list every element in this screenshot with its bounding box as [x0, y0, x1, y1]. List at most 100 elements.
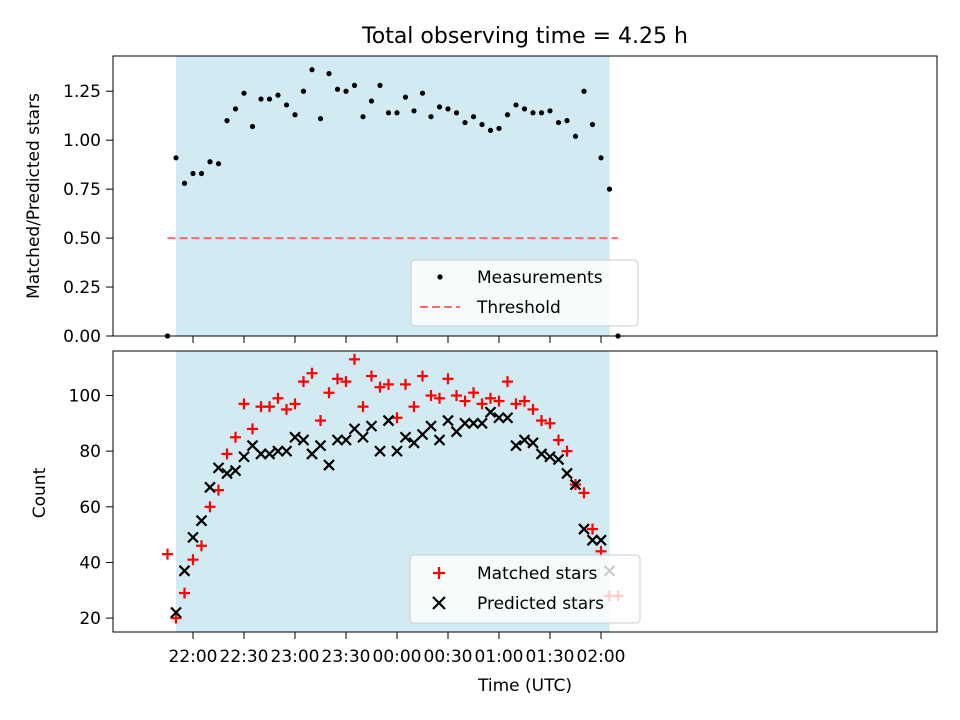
predicted-star-point	[399, 431, 412, 444]
y-tick-label: 60	[79, 498, 101, 518]
measurement-point	[589, 121, 596, 128]
ratio-panel: 0.00 0.25 0.50 0.75 1.00 1.25 Matched/Predict…	[24, 55, 938, 347]
measurement-point	[394, 110, 400, 116]
predicted-star-point	[510, 439, 522, 452]
predicted-star-point	[476, 417, 488, 430]
measurement-point	[343, 88, 349, 94]
matched-star-point	[442, 373, 454, 385]
matched-star-point	[340, 376, 352, 388]
predicted-star-point	[170, 606, 182, 619]
measurement-point	[334, 86, 341, 92]
measurement-point	[309, 67, 315, 73]
measurement-point	[232, 106, 239, 112]
y-tick-label: 0.00	[63, 327, 101, 347]
matched-star-point	[459, 395, 471, 407]
measurement-point	[555, 119, 562, 126]
matched-star-point	[468, 387, 479, 399]
measurement-point	[190, 170, 196, 177]
measurement-point	[360, 114, 366, 120]
measurement-point	[402, 94, 409, 100]
measurement-point	[249, 123, 256, 130]
measurement-point	[470, 114, 477, 120]
measurement-point	[173, 155, 179, 161]
predicted-star-point	[578, 523, 590, 535]
y-tick-label: 40	[79, 553, 101, 573]
measurement-point	[351, 82, 358, 88]
top-y-axis: 0.00 0.25 0.50 0.75 1.00 1.25	[63, 82, 113, 347]
legend-predicted-marker	[432, 596, 446, 610]
measurement-point	[326, 71, 332, 77]
matched-star-point	[383, 378, 394, 390]
measurement-point	[606, 186, 613, 192]
predicted-star-point	[433, 434, 446, 446]
matched-star-point	[544, 417, 556, 429]
top-axes-frame	[112, 55, 938, 337]
predicted-star-point	[408, 437, 420, 449]
measurement-point	[428, 114, 434, 120]
predicted-star-point	[229, 464, 242, 477]
predicted-star-point	[280, 445, 293, 457]
matched-star-point	[587, 523, 598, 535]
legend-matched-marker	[433, 567, 445, 579]
measurement-point	[521, 106, 528, 112]
predicted-star-point	[544, 450, 556, 463]
measurement-point	[598, 155, 604, 161]
predicted-star-point	[484, 406, 497, 418]
matched-star-point	[502, 376, 513, 388]
matched-star-point	[485, 392, 496, 404]
predicted-star-point	[272, 445, 284, 457]
matched-star-point	[170, 612, 182, 624]
bottom-legend: Matched stars Predicted stars	[409, 554, 641, 624]
predicted-star-point	[212, 462, 225, 474]
x-tick-label: 00:30	[424, 647, 473, 667]
predicted-star-point	[416, 428, 429, 441]
measurement-point	[224, 118, 230, 124]
matched-star-point	[400, 378, 411, 390]
matched-star-point	[553, 434, 564, 446]
predicted-star-point	[518, 434, 531, 446]
x-axis: 22:00 22:30 23:00 23:30 00:00 00:30 01:00 01:30…	[169, 632, 626, 667]
y-tick-label: 0.75	[63, 180, 101, 200]
top-legend-box	[410, 259, 639, 327]
legend-threshold-label: Threshold	[476, 298, 561, 318]
bottom-y-axis-label: Count	[30, 467, 50, 518]
predicted-star-point	[331, 434, 344, 446]
measurement-point	[462, 119, 468, 126]
predicted-star-point	[586, 534, 599, 546]
y-tick-label: 0.25	[63, 278, 101, 298]
predicted-star-point	[323, 459, 335, 471]
predicted-star-point	[263, 448, 276, 460]
measurement-point	[385, 110, 392, 116]
matched-star-point	[527, 403, 539, 415]
matched-star-point	[230, 431, 241, 443]
x-tick-label: 02:00	[577, 647, 626, 667]
predicted-star-point	[382, 414, 395, 427]
measurement-point	[504, 112, 511, 118]
matched-star-point	[417, 370, 428, 382]
predicted-star-point	[595, 534, 607, 546]
predicted-star-point	[204, 481, 216, 494]
x-tick-label: 22:30	[220, 647, 269, 667]
matched-star-point	[434, 392, 445, 404]
matched-star-point	[425, 390, 437, 402]
predicted-star-point	[450, 425, 463, 438]
y-tick-label: 80	[79, 442, 101, 462]
legend-measurements-label: Measurements	[477, 268, 603, 288]
measurement-point	[266, 96, 273, 102]
matched-star-point	[281, 403, 292, 415]
measurement-point	[513, 102, 519, 108]
matched-star-point	[298, 376, 309, 388]
top-legend: Measurements Threshold	[410, 259, 639, 327]
predicted-star-point	[374, 445, 386, 457]
matched-star-point	[221, 448, 233, 460]
matched-star-point	[306, 367, 318, 379]
matched-star-point	[162, 548, 173, 560]
measurement-point	[368, 98, 375, 104]
matched-star-point	[332, 373, 343, 385]
measurement-point	[275, 92, 281, 98]
measurement-point	[496, 125, 502, 132]
measurement-point	[479, 121, 485, 128]
x-axis-label: Time (UTC)	[477, 676, 572, 696]
matched-star-point	[247, 423, 258, 435]
predicted-star-point	[306, 448, 318, 460]
